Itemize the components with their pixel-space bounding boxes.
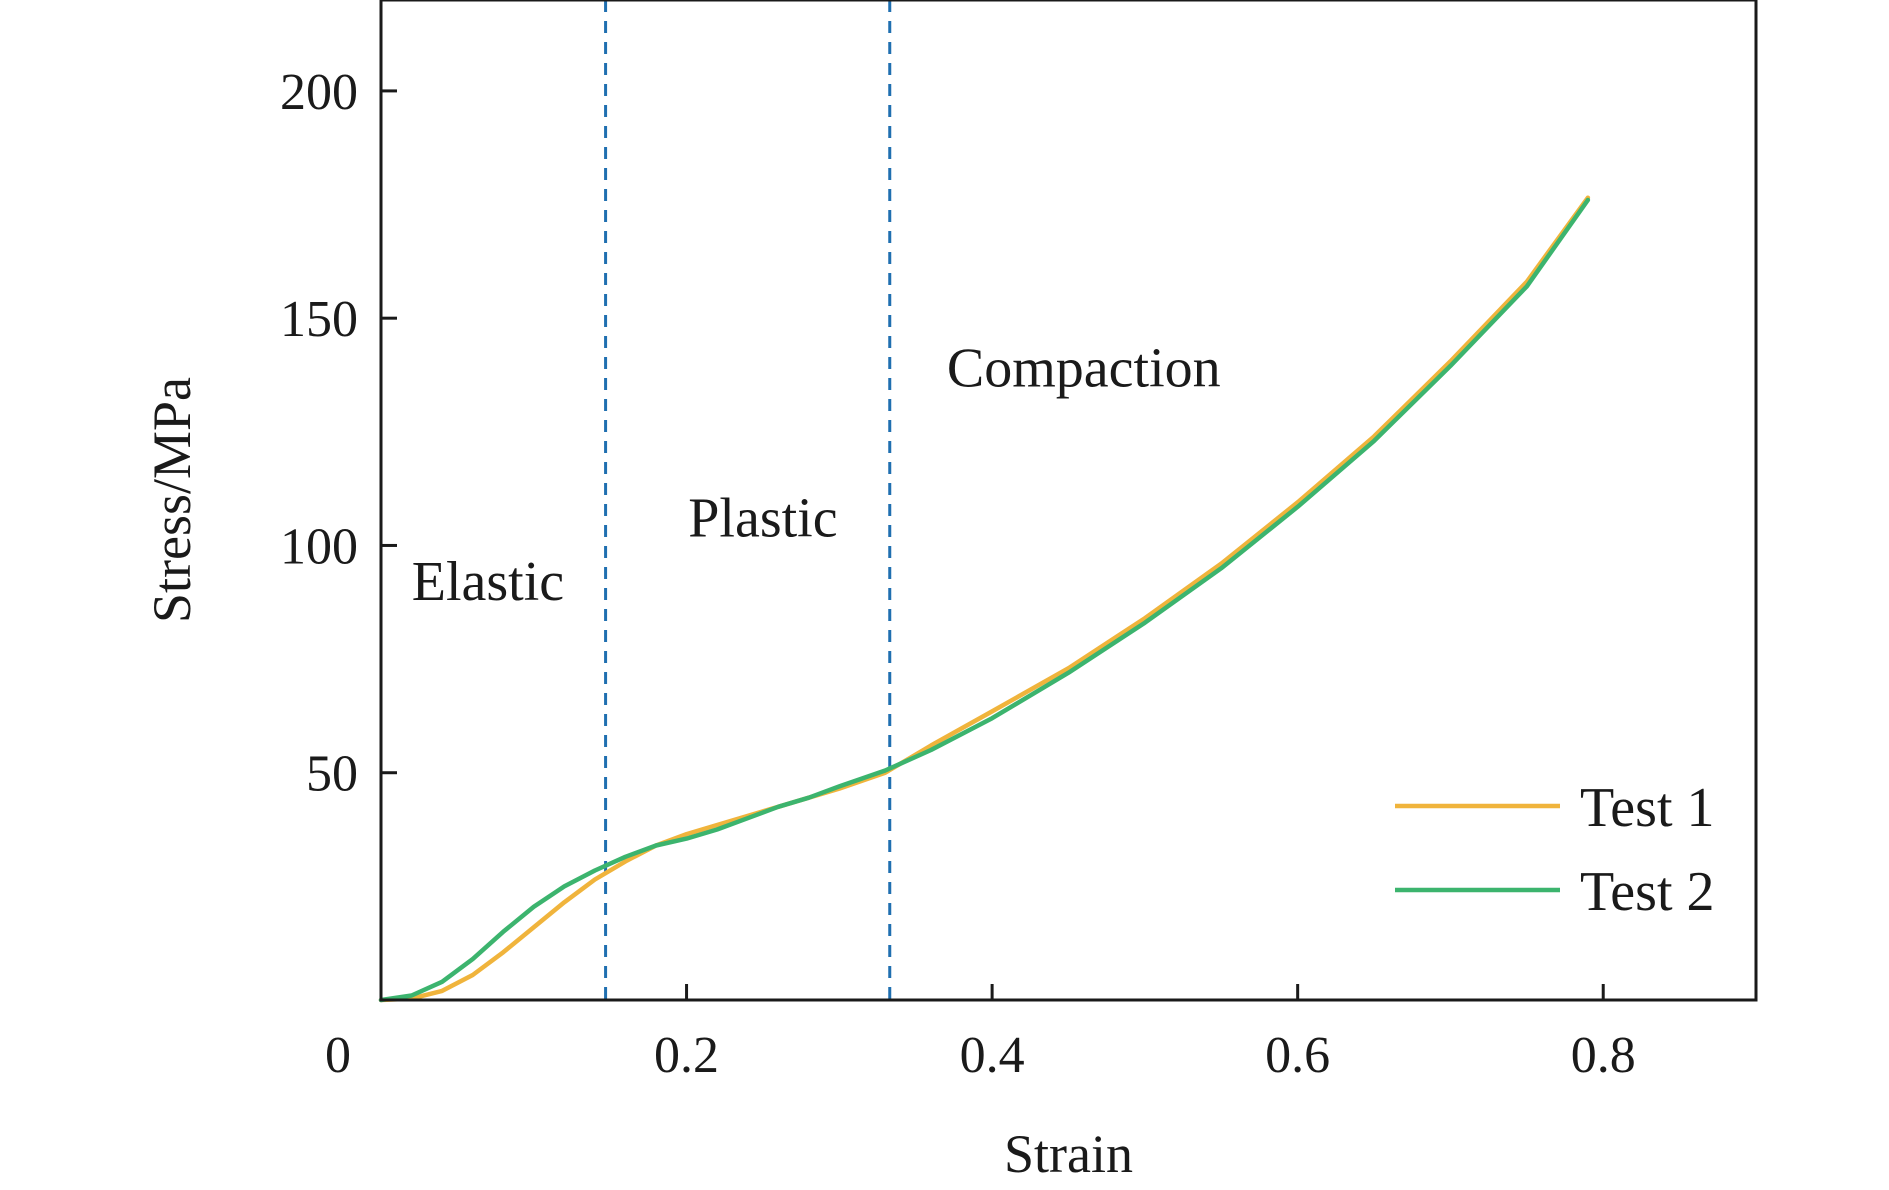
x-tick-label: 0.2 [654, 1027, 719, 1084]
y-tick-label: 100 [280, 518, 358, 575]
series-lines [378, 195, 1591, 1003]
x-tick-label: 0.8 [1571, 1027, 1636, 1084]
y-tick-label: 0 [325, 1027, 351, 1084]
region-label-compaction: Compaction [947, 337, 1221, 399]
x-axis-title: Strain [1004, 1124, 1133, 1184]
region-label-plastic: Plastic [688, 487, 837, 549]
legend-label-test-2: Test 2 [1580, 861, 1715, 923]
axis-ticks: 0.2 0.4 0.6 0.8 0 50 100 150 200 [280, 64, 1636, 1084]
plot-frame [379, 0, 1758, 1002]
series-line-test-2 [378, 197, 1591, 1003]
legend: Test 1 Test 2 [1395, 777, 1715, 923]
region-labels: Elastic Plastic Compaction [412, 337, 1221, 613]
y-tick-label: 200 [280, 64, 358, 121]
y-tick-label: 50 [306, 746, 358, 803]
region-label-elastic: Elastic [412, 551, 564, 613]
legend-label-test-1: Test 1 [1580, 777, 1715, 839]
y-axis-title: Stress/MPa [142, 377, 202, 623]
x-tick-label: 0.4 [960, 1027, 1025, 1084]
y-tick-label: 150 [280, 291, 358, 348]
x-tick-label: 0.6 [1265, 1027, 1330, 1084]
